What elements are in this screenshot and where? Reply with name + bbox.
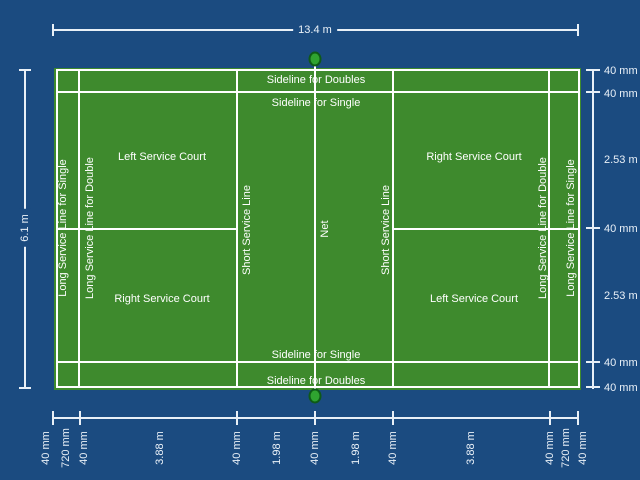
sideline-single-top-line [56,91,580,93]
sideline-single-bottom-line [56,361,580,363]
right-dim-label-7: 40 mm [604,382,638,394]
bottom-tick-2 [79,411,81,425]
left-dimension-tick-top [19,69,31,71]
sideline-doubles-top-line [56,69,580,71]
short-service-line-left [236,69,238,388]
bottom-dim-label-2: 720 mm [60,428,72,468]
label-sideline-single-top: Sideline for Single [271,97,361,109]
right-dim-label-3: 2.53 m [604,154,638,166]
label-short-service-left: Short Service Line [241,185,253,275]
label-long-service-single-left: Long Service Line for Single [57,159,69,297]
back-boundary-right-line [578,69,580,388]
right-tick-5 [586,386,600,388]
top-dimension-tick-right [577,24,579,36]
label-long-service-single-right: Long Service Line for Single [565,159,577,297]
bottom-dim-label-11: 40 mm [544,431,556,465]
label-total-length: 13.4 m [293,24,337,36]
bottom-tick-6 [549,411,551,425]
right-dim-label-5: 2.53 m [604,290,638,302]
top-dimension-tick-left [52,24,54,36]
center-line-left [58,228,238,230]
label-net: Net [319,220,331,238]
right-tick-3 [586,227,600,229]
long-service-line-double-left [78,69,80,388]
bottom-tick-5 [392,411,394,425]
net-post-bottom-icon [308,388,322,404]
bottom-tick-7 [577,411,579,425]
sideline-doubles-bottom-line [56,386,580,388]
bottom-dim-label-6: 1.98 m [271,431,283,465]
bottom-tick-3 [236,411,238,425]
right-dim-label-6: 40 mm [604,357,638,369]
label-sideline-doubles-bottom: Sideline for Doubles [266,375,366,387]
short-service-line-right [392,69,394,388]
bottom-tick-1 [52,411,54,425]
bottom-tick-4 [314,411,316,425]
right-dimension-line [592,69,594,389]
label-sideline-doubles-top: Sideline for Doubles [266,74,366,86]
label-total-width: 6.1 m [19,209,31,247]
right-dim-label-4: 40 mm [604,223,638,235]
right-tick-2 [586,91,600,93]
label-long-service-double-right: Long Service Line for Double [537,157,549,299]
right-tick-1 [586,69,600,71]
net-post-top-icon [308,51,322,67]
bottom-dim-label-13: 40 mm [577,431,589,465]
back-boundary-left-line [56,69,58,388]
net-line [314,62,316,396]
right-dim-label-2: 40 mm [604,88,638,100]
bottom-dim-label-1: 40 mm [40,431,52,465]
label-left-service-court-upper: Left Service Court [117,151,207,163]
bottom-dim-label-10: 3.88 m [465,431,477,465]
bottom-dim-label-4: 3.88 m [154,431,166,465]
bottom-dim-label-8: 1.98 m [350,431,362,465]
long-service-line-double-right [548,69,550,388]
bottom-dim-label-7: 40 mm [309,431,321,465]
bottom-dim-label-9: 40 mm [387,431,399,465]
bottom-dim-label-12: 720 mm [560,428,572,468]
label-short-service-right: Short Service Line [380,185,392,275]
bottom-dim-label-5: 40 mm [231,431,243,465]
label-right-service-court-upper: Right Service Court [426,151,522,163]
right-tick-4 [586,361,600,363]
right-dim-label-1: 40 mm [604,65,638,77]
label-sideline-single-bottom: Sideline for Single [271,349,361,361]
left-dimension-tick-bottom [19,387,31,389]
bottom-dim-label-3: 40 mm [78,431,90,465]
label-left-service-court-lower: Left Service Court [429,293,519,305]
label-long-service-double-left: Long Service Line for Double [84,157,96,299]
center-line-right [392,228,578,230]
label-right-service-court-lower: Right Service Court [114,293,210,305]
